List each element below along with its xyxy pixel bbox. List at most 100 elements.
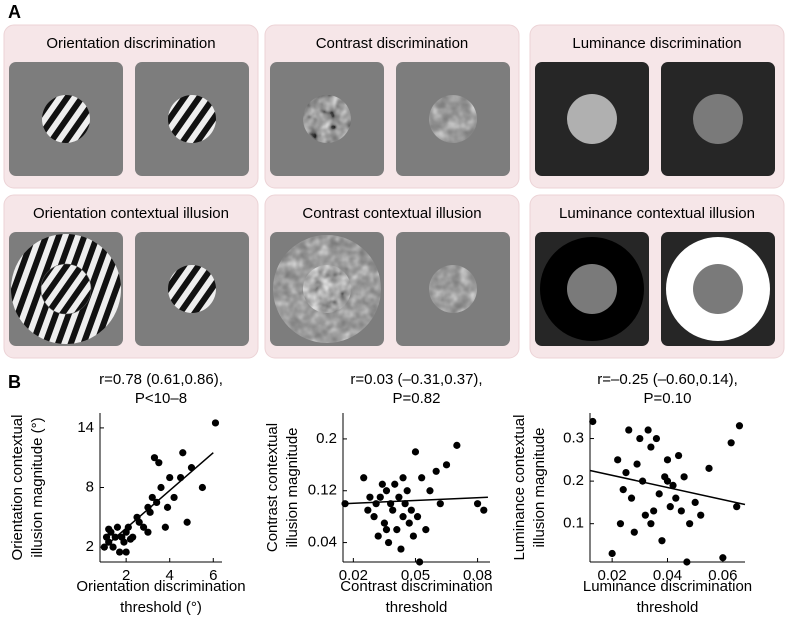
noise-patch bbox=[429, 265, 477, 313]
data-point bbox=[155, 459, 163, 467]
data-point bbox=[647, 520, 655, 528]
data-point bbox=[376, 493, 384, 501]
grating bbox=[168, 265, 216, 313]
data-point bbox=[672, 494, 680, 502]
x-tick-label: 4 bbox=[166, 567, 174, 584]
x-tick-label: 0.02 bbox=[339, 567, 368, 584]
data-point bbox=[163, 503, 172, 511]
y-tick-label: 2 bbox=[86, 538, 94, 555]
data-point bbox=[683, 558, 691, 566]
y-axis-label: Luminance contextual bbox=[511, 415, 528, 561]
data-point bbox=[663, 477, 672, 485]
data-point bbox=[166, 473, 174, 482]
data-point bbox=[126, 535, 135, 543]
panel-title: Luminance discrimination bbox=[572, 35, 741, 52]
data-point bbox=[374, 532, 382, 540]
data-point bbox=[719, 554, 727, 562]
data-point bbox=[614, 456, 622, 464]
data-point bbox=[453, 441, 461, 449]
data-point bbox=[619, 486, 627, 494]
data-point bbox=[148, 493, 156, 502]
fit-line bbox=[342, 496, 488, 505]
data-point bbox=[436, 500, 444, 508]
data-point bbox=[686, 520, 694, 528]
data-point bbox=[413, 513, 422, 521]
x-tick-label: 0.04 bbox=[653, 567, 682, 584]
data-point bbox=[403, 487, 411, 495]
data-point bbox=[382, 487, 391, 495]
data-point bbox=[401, 500, 409, 508]
data-point bbox=[384, 538, 393, 547]
data-point bbox=[179, 449, 187, 457]
data-point bbox=[627, 494, 636, 502]
data-point bbox=[198, 483, 206, 492]
data-point bbox=[380, 519, 389, 527]
x-axis-label: threshold bbox=[637, 599, 699, 616]
data-point bbox=[105, 525, 113, 533]
chart-title: P<10–8 bbox=[135, 390, 187, 407]
y-axis-label: Contrast contextual bbox=[264, 423, 281, 552]
data-point bbox=[473, 500, 482, 508]
data-point bbox=[641, 511, 649, 519]
data-point bbox=[650, 507, 658, 515]
data-point bbox=[122, 548, 130, 556]
data-point bbox=[735, 422, 744, 430]
x-tick-label: 0.05 bbox=[401, 567, 430, 584]
noise-patch bbox=[303, 265, 351, 313]
data-point bbox=[663, 456, 672, 464]
luminance-disk bbox=[693, 94, 743, 144]
data-point bbox=[652, 434, 661, 443]
data-point bbox=[391, 480, 399, 488]
data-point bbox=[644, 426, 652, 434]
data-point bbox=[480, 506, 488, 514]
data-point bbox=[397, 545, 405, 553]
panel-title: Orientation discrimination bbox=[46, 35, 215, 52]
chart-title: r=0.78 (0.61,0.86), bbox=[99, 371, 223, 388]
data-point bbox=[691, 498, 699, 506]
panel-title: Contrast discrimination bbox=[316, 35, 469, 52]
data-point bbox=[442, 461, 451, 469]
data-point bbox=[150, 454, 159, 462]
fit-line bbox=[103, 452, 214, 548]
y-tick-label: 14 bbox=[77, 419, 94, 436]
y-tick-label: 0.3 bbox=[563, 430, 584, 447]
data-point bbox=[647, 443, 655, 451]
data-point bbox=[399, 474, 407, 482]
data-point bbox=[669, 481, 677, 489]
y-axis-label: illusion magnitude (°) bbox=[29, 417, 46, 557]
data-point bbox=[109, 543, 117, 551]
noise-patch bbox=[303, 95, 351, 143]
data-point bbox=[139, 523, 148, 531]
luminance-disk bbox=[693, 264, 743, 314]
stimuli: Orientation discrimination Contrast discr… bbox=[3, 24, 785, 359]
y-axis-label: Orientation contextual bbox=[9, 415, 26, 561]
panel-label: B bbox=[8, 372, 21, 392]
data-point bbox=[655, 490, 663, 498]
data-point bbox=[677, 507, 685, 515]
data-point bbox=[416, 558, 424, 566]
fit-line bbox=[589, 469, 746, 506]
data-point bbox=[116, 548, 124, 556]
chart-title: r=0.03 (–0.31,0.37), bbox=[350, 371, 482, 388]
panel-label: A bbox=[8, 2, 21, 22]
data-point bbox=[432, 467, 440, 475]
data-point bbox=[370, 513, 378, 521]
data-point bbox=[170, 493, 178, 502]
data-point bbox=[120, 538, 128, 546]
data-point bbox=[364, 506, 372, 514]
data-point bbox=[411, 448, 420, 456]
y-tick-label: 8 bbox=[86, 478, 94, 495]
data-point bbox=[409, 532, 417, 540]
data-point bbox=[733, 503, 741, 511]
data-point bbox=[422, 526, 430, 534]
data-point bbox=[636, 434, 644, 443]
data-point bbox=[705, 464, 713, 472]
x-tick-label: 0.02 bbox=[598, 567, 627, 584]
y-tick-label: 0.04 bbox=[308, 534, 337, 551]
data-point bbox=[658, 537, 666, 545]
data-point bbox=[161, 523, 169, 531]
y-tick-label: 0.1 bbox=[563, 515, 584, 532]
data-point bbox=[680, 473, 688, 481]
scatter-plots: r=0.78 (0.61,0.86), P<10–8 2 4 6 2 8 14 Orientat… bbox=[9, 371, 752, 616]
